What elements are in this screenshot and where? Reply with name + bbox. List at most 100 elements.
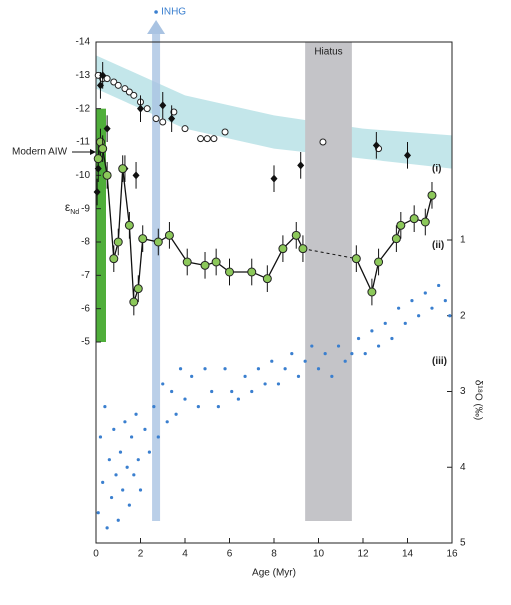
data-point	[437, 283, 441, 288]
data-point	[448, 314, 452, 318]
data-point	[109, 254, 119, 264]
data-point	[114, 473, 118, 477]
data-point	[138, 488, 143, 492]
data-point	[243, 374, 247, 378]
data-point	[250, 389, 254, 394]
data-point	[390, 336, 394, 341]
data-point	[164, 230, 174, 240]
x-tick-label: 10	[313, 549, 325, 560]
data-point	[221, 128, 229, 136]
data-point	[138, 234, 148, 244]
data-point	[130, 435, 134, 439]
data-point	[372, 141, 380, 150]
y2-tick-label: 4	[460, 462, 466, 473]
data-point	[153, 237, 163, 247]
data-point	[247, 267, 257, 277]
data-point	[310, 344, 314, 348]
data-point	[182, 257, 192, 267]
data-point	[129, 297, 139, 307]
data-point	[236, 397, 240, 401]
data-point	[112, 427, 116, 431]
data-point	[133, 284, 143, 294]
x-tick-label: 0	[93, 549, 99, 560]
data-point	[211, 257, 221, 267]
x-tick-label: 14	[402, 549, 414, 560]
x-tick-label: 4	[182, 549, 188, 560]
x-tick-label: 12	[357, 549, 369, 560]
data-point	[291, 230, 301, 240]
data-point	[178, 367, 183, 371]
data-point	[147, 450, 151, 454]
data-point	[196, 405, 200, 409]
y2-tick-label: 5	[460, 538, 466, 549]
y-axis-label-sub: Nd	[70, 209, 79, 216]
series-label: (ii)	[432, 240, 444, 251]
data-point	[363, 352, 367, 356]
band-label: (i)	[432, 163, 441, 174]
data-point	[130, 91, 138, 99]
data-point	[156, 435, 160, 439]
modern-arrowhead	[90, 149, 96, 155]
data-point	[203, 135, 211, 143]
data-point	[396, 220, 406, 230]
data-point	[427, 190, 437, 200]
data-point	[101, 480, 105, 484]
data-point	[263, 382, 267, 386]
data-point	[374, 257, 384, 267]
data-point	[137, 104, 144, 113]
data-point	[181, 125, 189, 133]
x-tick-label: 2	[138, 549, 144, 560]
data-point	[262, 274, 272, 284]
data-point	[127, 503, 131, 507]
y-tick-label: -5	[81, 337, 90, 348]
data-point	[350, 352, 354, 356]
data-point	[121, 488, 125, 492]
data-point	[420, 217, 430, 227]
hiatus-band	[305, 42, 352, 521]
data-point	[159, 101, 167, 110]
data-point	[143, 105, 151, 113]
data-point	[404, 151, 411, 160]
data-point	[351, 254, 361, 264]
data-point	[103, 124, 111, 133]
data-point	[403, 321, 407, 325]
y-tick-label: -6	[81, 303, 90, 314]
data-point	[161, 382, 165, 386]
y-axis-label-main: ε	[65, 200, 71, 214]
data-point	[430, 306, 434, 310]
data-point	[367, 287, 377, 297]
data-point	[336, 344, 341, 348]
data-point	[410, 299, 414, 303]
y-tick-label: -8	[81, 237, 90, 248]
data-point	[397, 306, 401, 310]
data-point	[409, 214, 419, 224]
data-point	[319, 138, 327, 146]
y-tick-label: -7	[81, 270, 90, 281]
y-tick-label: -11	[76, 137, 90, 148]
hiatus-label: Hiatus	[314, 47, 342, 58]
modern-bar	[96, 108, 106, 343]
inhg-label: INHG	[161, 7, 186, 18]
x-tick-label: 8	[271, 549, 277, 560]
data-point	[296, 374, 301, 378]
data-point	[216, 405, 220, 409]
data-point	[152, 115, 160, 123]
y-tick-label: -13	[76, 70, 91, 81]
x-axis-label: Age (Myr)	[252, 568, 296, 579]
data-point	[116, 518, 120, 522]
data-point	[170, 108, 178, 116]
inhg-bar	[152, 32, 161, 521]
data-point	[197, 135, 205, 143]
data-point	[118, 164, 128, 174]
data-point	[256, 367, 261, 371]
data-point	[132, 473, 136, 477]
data-point	[165, 420, 169, 424]
data-point	[114, 81, 122, 89]
x-tick-label: 6	[227, 549, 233, 560]
data-point	[283, 367, 287, 371]
data-point	[290, 352, 294, 356]
data-point	[298, 244, 308, 254]
data-point	[174, 412, 178, 416]
data-point	[93, 154, 103, 164]
